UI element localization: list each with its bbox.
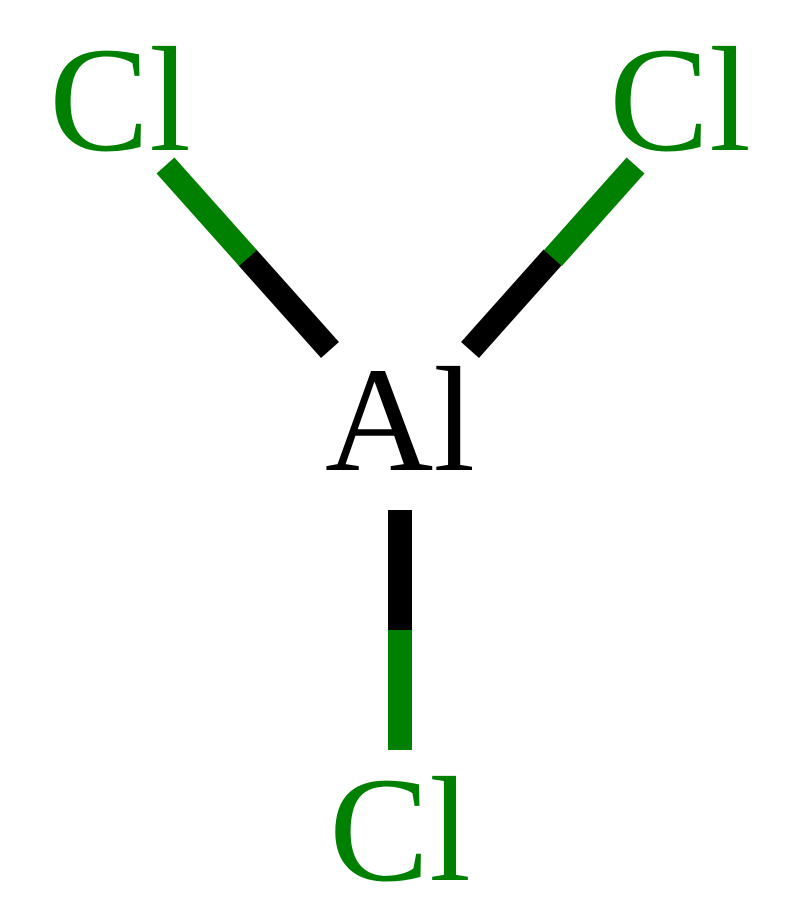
bond-al-half — [239, 250, 339, 358]
bond-al-half — [461, 250, 561, 358]
bond-al-half — [388, 510, 412, 630]
atom-cl-bottom: Cl — [329, 755, 471, 905]
bond-cl-half — [388, 630, 412, 750]
atom-cl-top-right: Cl — [609, 25, 751, 175]
atom-cl-top-left: Cl — [49, 25, 191, 175]
atom-al: Al — [325, 345, 475, 495]
